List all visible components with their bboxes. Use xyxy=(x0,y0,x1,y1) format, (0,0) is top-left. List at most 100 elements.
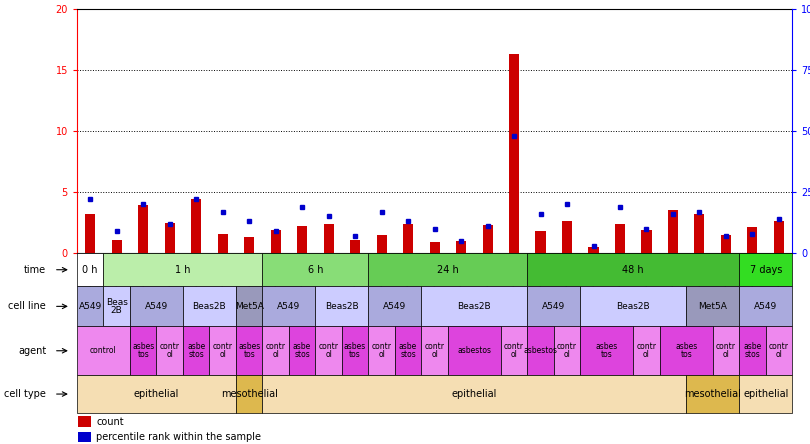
Bar xyxy=(315,286,369,326)
Text: percentile rank within the sample: percentile rank within the sample xyxy=(96,432,262,442)
Bar xyxy=(615,224,625,253)
Bar xyxy=(369,286,421,326)
Bar xyxy=(668,210,678,253)
Bar xyxy=(77,326,130,375)
Text: asbes
tos: asbes tos xyxy=(238,342,260,359)
Bar xyxy=(262,326,289,375)
Text: A549: A549 xyxy=(79,302,102,311)
Bar xyxy=(323,224,334,253)
Bar xyxy=(774,222,784,253)
Bar xyxy=(244,237,254,253)
Text: A549: A549 xyxy=(277,302,301,311)
Text: 24 h: 24 h xyxy=(437,265,458,275)
Text: contr
ol: contr ol xyxy=(372,342,391,359)
Text: contr
ol: contr ol xyxy=(160,342,180,359)
Bar xyxy=(77,286,104,326)
Text: Beas2B: Beas2B xyxy=(193,302,226,311)
Text: A549: A549 xyxy=(145,302,168,311)
Bar xyxy=(580,286,686,326)
Bar xyxy=(589,247,599,253)
Bar xyxy=(686,286,740,326)
Bar xyxy=(130,286,183,326)
Text: contr
ol: contr ol xyxy=(637,342,656,359)
Text: A549: A549 xyxy=(542,302,565,311)
Text: mesothelial: mesothelial xyxy=(684,389,741,399)
Bar xyxy=(535,231,546,253)
Bar xyxy=(262,286,315,326)
Text: mesothelial: mesothelial xyxy=(220,389,278,399)
Bar xyxy=(527,326,554,375)
Bar xyxy=(580,326,633,375)
Text: contr
ol: contr ol xyxy=(213,342,232,359)
Text: asbe
stos: asbe stos xyxy=(187,342,205,359)
Bar xyxy=(659,326,713,375)
Bar xyxy=(694,214,705,253)
Text: Beas2B: Beas2B xyxy=(458,302,491,311)
Bar xyxy=(740,375,792,413)
Bar xyxy=(429,242,440,253)
Text: 6 h: 6 h xyxy=(308,265,323,275)
Text: asbes
tos: asbes tos xyxy=(132,342,154,359)
Bar xyxy=(369,253,527,286)
Bar xyxy=(236,326,262,375)
Bar xyxy=(456,241,466,253)
Text: A549: A549 xyxy=(754,302,778,311)
Bar xyxy=(740,253,792,286)
Text: asbestos: asbestos xyxy=(523,346,557,355)
Bar xyxy=(236,375,262,413)
Bar xyxy=(748,227,757,253)
Text: control: control xyxy=(90,346,117,355)
Text: Beas2B: Beas2B xyxy=(325,302,359,311)
Bar xyxy=(509,54,519,253)
Bar xyxy=(130,326,156,375)
Bar xyxy=(104,253,262,286)
Bar xyxy=(289,326,315,375)
Text: cell type: cell type xyxy=(4,389,46,399)
Text: asbes
tos: asbes tos xyxy=(675,342,697,359)
Bar xyxy=(297,226,307,253)
Bar xyxy=(554,326,580,375)
Bar xyxy=(421,326,448,375)
Bar xyxy=(262,375,686,413)
Bar xyxy=(713,326,740,375)
Bar xyxy=(262,253,369,286)
Bar xyxy=(183,326,210,375)
Text: epithelial: epithelial xyxy=(452,389,497,399)
Text: asbes
tos: asbes tos xyxy=(344,342,366,359)
Bar xyxy=(686,375,740,413)
Bar xyxy=(721,235,731,253)
Bar xyxy=(236,286,262,326)
Text: epithelial: epithelial xyxy=(743,389,788,399)
Bar xyxy=(139,206,148,253)
Bar xyxy=(315,326,342,375)
Bar xyxy=(527,286,580,326)
Bar xyxy=(740,326,765,375)
Text: contr
ol: contr ol xyxy=(504,342,524,359)
Text: count: count xyxy=(96,416,124,427)
Bar xyxy=(164,222,175,253)
Bar xyxy=(377,235,386,253)
Bar xyxy=(642,230,651,253)
Text: cell line: cell line xyxy=(8,301,46,311)
Text: Beas2B: Beas2B xyxy=(616,302,650,311)
Bar xyxy=(191,199,201,253)
Text: 1 h: 1 h xyxy=(175,265,190,275)
Bar xyxy=(740,286,792,326)
Text: contr
ol: contr ol xyxy=(769,342,789,359)
Bar xyxy=(78,416,91,427)
Text: contr
ol: contr ol xyxy=(318,342,339,359)
Text: 0 h: 0 h xyxy=(83,265,98,275)
Text: Met5A: Met5A xyxy=(235,302,263,311)
Bar xyxy=(104,286,130,326)
Bar xyxy=(562,222,572,253)
Text: contr
ol: contr ol xyxy=(716,342,736,359)
Text: agent: agent xyxy=(18,346,46,356)
Bar xyxy=(394,326,421,375)
Bar xyxy=(78,432,91,442)
Bar xyxy=(156,326,183,375)
Text: contr
ol: contr ol xyxy=(424,342,445,359)
Text: asbe
stos: asbe stos xyxy=(293,342,311,359)
Bar xyxy=(218,234,228,253)
Text: 7 days: 7 days xyxy=(749,265,782,275)
Bar xyxy=(342,326,369,375)
